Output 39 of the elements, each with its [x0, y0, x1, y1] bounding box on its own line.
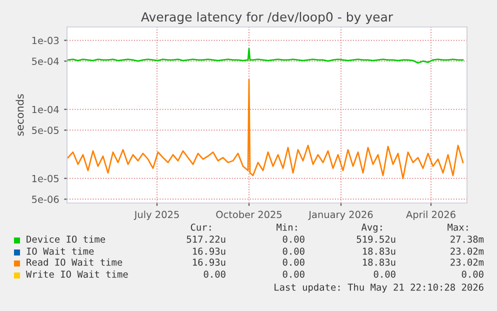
text: Avg: [361, 224, 382, 233]
text: 519.52u [356, 236, 396, 243]
text: 0.00 [462, 270, 484, 278]
y-tick-label: 1e-04 [32, 106, 59, 114]
y-tick-label: 5e-05 [32, 126, 59, 134]
text: 18.83u [363, 248, 396, 255]
text: 0.00 [282, 248, 304, 255]
y-axis-title: seconds [16, 94, 24, 136]
text: Min: [276, 223, 297, 231]
x-tick-label: April 2026 [406, 210, 456, 220]
y-tick-label: 1e-05 [32, 174, 59, 182]
chart-title: Average latency for /dev/loop0 - by year [141, 12, 394, 24]
line-series [67, 48, 464, 64]
x-tick-label: October 2025 [216, 210, 282, 218]
text: 517.22u [186, 236, 226, 243]
text: 16.93u [193, 248, 226, 255]
text: 27.38m [450, 236, 484, 243]
text: 16.93u [193, 258, 226, 266]
y-tick-label: 1e-03 [32, 36, 59, 44]
text: 0.00 [204, 270, 226, 278]
legend-label: IO Wait time [26, 247, 94, 255]
x-tick-label: July 2025 [134, 210, 179, 220]
text: 23.02m [450, 248, 484, 255]
y-tick-label: 5e-06 [32, 196, 59, 203]
text: Max: [448, 224, 468, 231]
x-tick-label: January 2026 [308, 210, 373, 220]
line-series [67, 78, 464, 180]
text: 18.83u [363, 258, 396, 266]
text: Last update: Thu May 21 22:10:28 2026 [274, 283, 484, 293]
text: 0.00 [282, 236, 304, 243]
text: Cur: [190, 224, 211, 231]
legend-label: Write IO Wait time [26, 270, 128, 278]
text: 0.00 [374, 270, 396, 278]
legend-label: Read IO Wait time [26, 258, 122, 266]
legend-label: Device IO time [26, 235, 106, 243]
text: 0.00 [282, 258, 304, 266]
text: 0.00 [282, 270, 304, 278]
text: 23.02m [450, 258, 484, 266]
y-tick-label: 5e-04 [32, 58, 59, 65]
